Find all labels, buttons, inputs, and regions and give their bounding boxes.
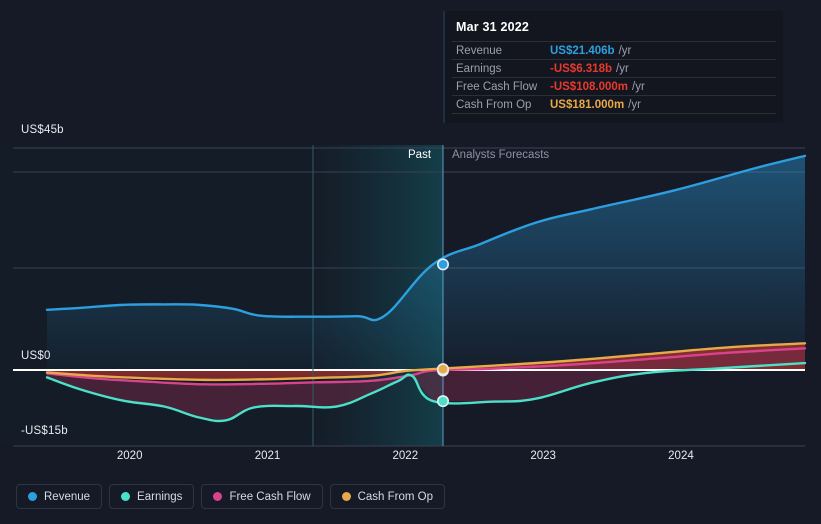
legend-color-dot-icon: [121, 492, 131, 501]
zone-label-forecast: Analysts Forecasts: [452, 149, 550, 161]
tooltip-row: Earnings -US$6.318b/yr: [452, 59, 776, 77]
x-axis-tick-2020: 2020: [116, 450, 143, 462]
tooltip-metric-unit: /yr: [616, 62, 629, 75]
data-point-marker-earnings: [436, 395, 449, 408]
data-point-marker-revenue: [436, 258, 449, 271]
tooltip-metric-label: Free Cash Flow: [456, 80, 538, 93]
tooltip-metric-value: US$181.000m: [550, 98, 625, 111]
series-line-revenue: [45, 154, 807, 322]
tooltip-metric-value: -US$108.000m: [550, 80, 628, 93]
legend-item-earnings[interactable]: Earnings: [109, 484, 195, 509]
tooltip-metric-value: US$21.406b: [550, 44, 615, 57]
legend-color-dot-icon: [341, 492, 351, 501]
tooltip-metric-unit: /yr: [632, 80, 645, 93]
data-point-marker-cash-from-op: [436, 363, 449, 376]
tooltip-metric-unit: /yr: [628, 98, 641, 111]
x-axis-tick-2023: 2023: [530, 450, 556, 462]
tooltip-rows: Revenue US$21.406b/yr Earnings -US$6.318b/y…: [445, 41, 783, 114]
legend-item-label: Free Cash Flow: [229, 490, 311, 503]
series-line-earnings: [45, 361, 807, 423]
legend-color-dot-icon: [213, 492, 223, 501]
legend-item-label: Earnings: [137, 490, 183, 503]
tooltip-row: Revenue US$21.406b/yr: [452, 41, 776, 59]
y-axis-label-zero: US$0: [21, 350, 51, 362]
tooltip-title: Mar 31 2022: [456, 20, 530, 34]
legend-color-dot-icon: [28, 492, 37, 501]
tooltip-metric-label: Revenue: [456, 44, 503, 57]
legend-item-label: Revenue: [44, 490, 91, 503]
x-axis-tick-2021: 2021: [254, 450, 281, 462]
y-axis-label-bottom: -US$15b: [21, 425, 68, 437]
zone-label-past: Past: [408, 149, 432, 161]
legend-item-revenue[interactable]: Revenue: [16, 484, 103, 509]
legend-item-cash-from-op[interactable]: Cash From Op: [329, 484, 446, 509]
x-axis-tick-2024: 2024: [668, 450, 694, 462]
tooltip-metric-unit: /yr: [618, 44, 632, 57]
series-line-cash-from-op: [45, 342, 807, 382]
tooltip-row: Free Cash Flow -US$108.000m/yr: [452, 77, 776, 95]
x-axis-tick-2022: 2022: [392, 450, 419, 462]
tooltip-row: Cash From Op US$181.000m/yr: [452, 95, 776, 114]
tooltip-metric-value: -US$6.318b: [550, 62, 613, 75]
legend-item-free-cash-flow[interactable]: Free Cash Flow: [201, 484, 323, 509]
data-point-tooltip: Mar 31 2022 Revenue US$21.406b/yr Earnings…: [443, 11, 783, 123]
y-axis-label-top: US$45b: [21, 124, 64, 136]
tooltip-metric-label: Earnings: [456, 62, 502, 75]
tooltip-metric-label: Cash From Op: [456, 98, 532, 111]
chart-legend[interactable]: Revenue Earnings Free Cash Flow Cash From O…: [16, 484, 446, 509]
legend-item-label: Cash From Op: [357, 490, 434, 503]
